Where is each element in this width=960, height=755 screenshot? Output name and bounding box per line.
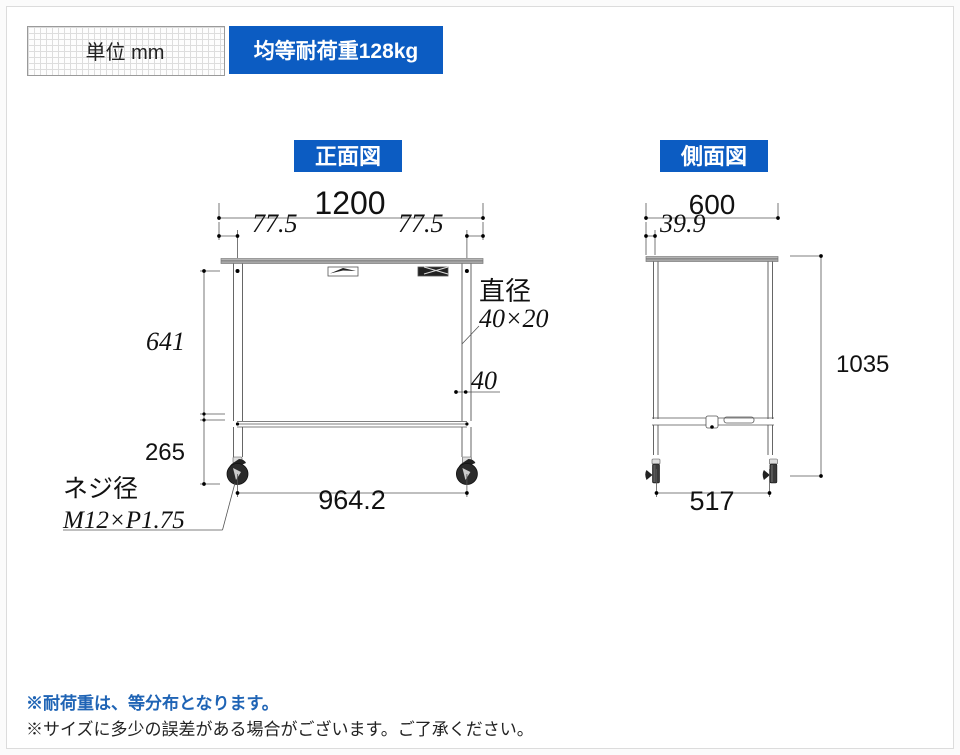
svg-text:直径: 直径 <box>479 276 531 306</box>
svg-text:40×20: 40×20 <box>479 304 549 333</box>
svg-text:517: 517 <box>689 486 734 516</box>
svg-text:77.5: 77.5 <box>252 209 298 238</box>
svg-text:265: 265 <box>145 439 185 466</box>
svg-text:ネジ径: ネジ径 <box>63 475 138 503</box>
svg-text:77.5: 77.5 <box>398 209 444 238</box>
svg-text:964.2: 964.2 <box>318 485 386 515</box>
svg-text:641: 641 <box>146 327 185 356</box>
svg-text:1035: 1035 <box>836 351 889 378</box>
svg-text:1200: 1200 <box>314 185 385 221</box>
svg-text:側面図: 側面図 <box>680 144 747 169</box>
svg-text:40: 40 <box>471 366 497 395</box>
svg-text:39.9: 39.9 <box>659 209 706 238</box>
svg-text:正面図: 正面図 <box>315 144 381 169</box>
